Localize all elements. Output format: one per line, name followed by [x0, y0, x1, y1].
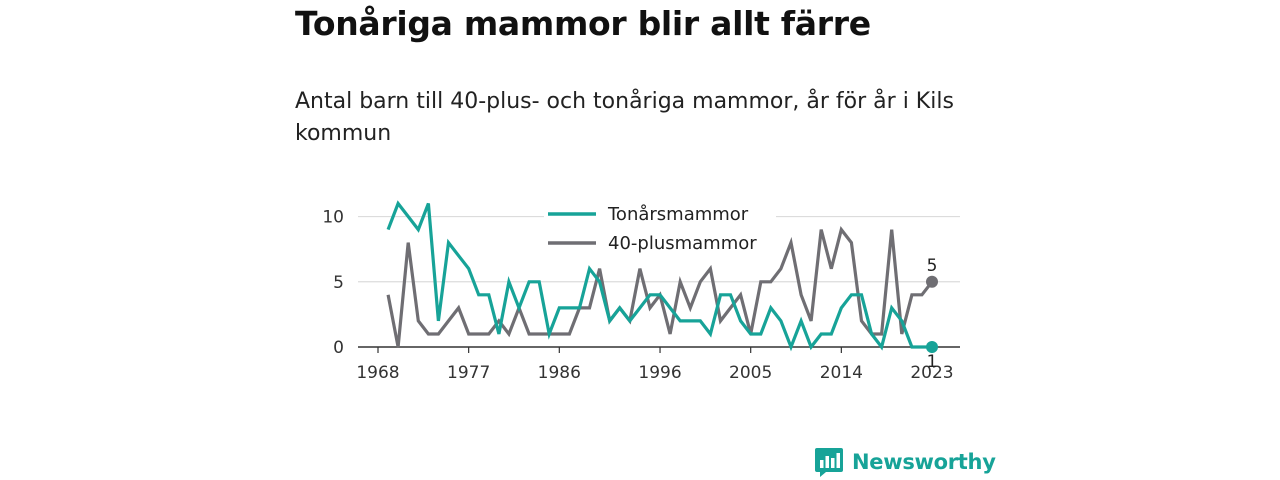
end-label: 1 [927, 352, 938, 372]
legend-label: Tonårsmammor [607, 204, 749, 225]
series-line-tonarsmammor [386, 200, 932, 352]
chart-title: Tonåriga mammor blir allt färre [295, 4, 871, 43]
x-tick-label: 1996 [638, 363, 681, 383]
legend-label: 40-plusmammor [608, 233, 757, 254]
end-point-tonarsmammor [926, 341, 938, 353]
y-tick-label: 5 [333, 273, 344, 293]
legend-box [544, 200, 776, 260]
y-tick-label: 10 [322, 208, 344, 228]
x-tick-label: 2005 [729, 363, 772, 383]
x-tick-label: 1986 [538, 363, 581, 383]
end-point-40-plusmammor [926, 275, 938, 288]
brand-name: Newsworthy [852, 450, 996, 474]
x-tick-label: 1968 [356, 363, 399, 383]
newsworthy-logo: Newsworthy [814, 446, 996, 478]
end-label: 5 [927, 256, 938, 276]
bar-chart-icon [815, 448, 843, 477]
x-tick-label: 2023 [910, 363, 953, 383]
x-tick-label: 1977 [447, 363, 490, 383]
chart-subtitle: Antal barn till 40-plus- och tonåriga ma… [295, 89, 954, 146]
x-tick-label: 2014 [820, 363, 863, 383]
y-tick-label: 0 [333, 338, 344, 358]
